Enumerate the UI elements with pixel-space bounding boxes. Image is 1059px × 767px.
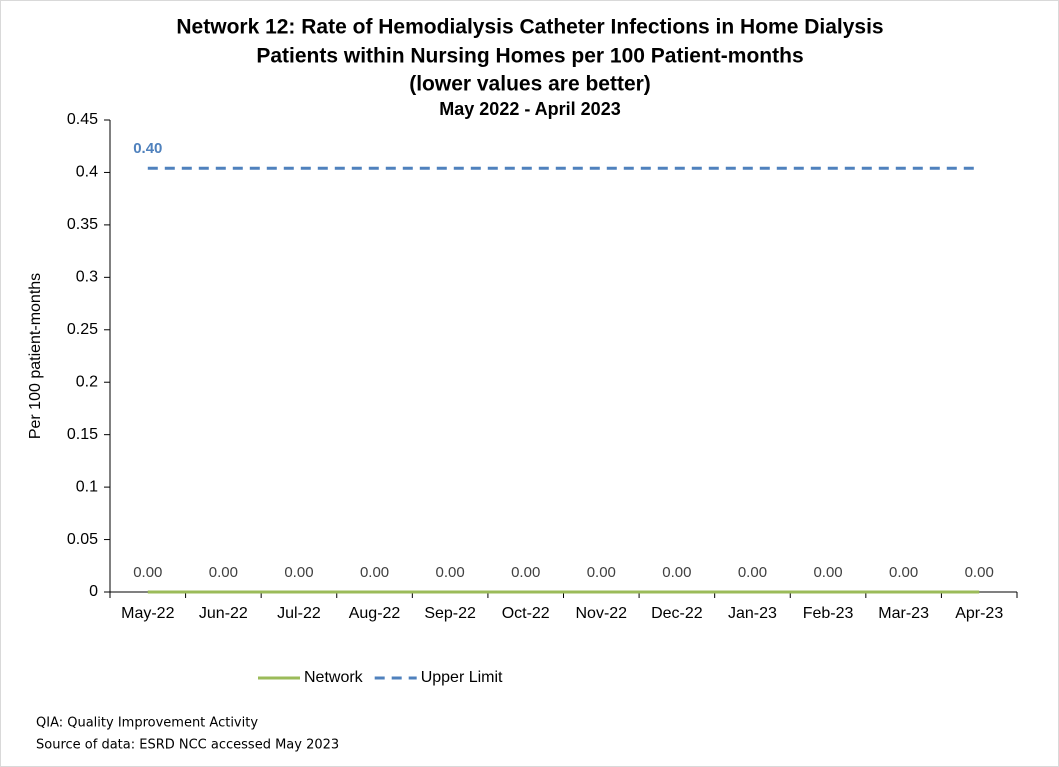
data-label: 0.00 <box>133 564 162 581</box>
x-tick-label: Jun-22 <box>199 605 248 622</box>
y-tick-label: 0 <box>89 583 98 600</box>
data-label: 0.00 <box>511 564 540 581</box>
x-tick-label: Jan-23 <box>728 605 777 622</box>
y-tick-label: 0.25 <box>67 321 98 338</box>
chart-subtitle: May 2022 - April 2023 <box>439 99 620 119</box>
y-tick-label: 0.45 <box>67 111 98 128</box>
x-tick-label: Feb-23 <box>803 605 854 622</box>
chart-title: Patients within Nursing Homes per 100 Pa… <box>256 45 803 68</box>
x-tick-label: Nov-22 <box>576 605 628 622</box>
data-label: 0.00 <box>965 564 994 581</box>
x-tick-label: Apr-23 <box>955 605 1003 622</box>
y-tick-label: 0.05 <box>67 531 98 548</box>
data-label: 0.40 <box>133 140 162 157</box>
data-label: 0.00 <box>587 564 616 581</box>
data-label: 0.00 <box>360 564 389 581</box>
y-tick-label: 0.2 <box>76 373 98 390</box>
y-tick-label: 0.4 <box>76 164 98 181</box>
data-label: 0.00 <box>889 564 918 581</box>
legend-label: Upper Limit <box>421 669 503 686</box>
y-tick-label: 0.15 <box>67 426 98 443</box>
legend-label: Network <box>304 669 364 686</box>
chart-title: Network 12: Rate of Hemodialysis Cathete… <box>176 16 883 39</box>
data-label: 0.00 <box>209 564 238 581</box>
y-tick-label: 0.1 <box>76 478 98 495</box>
data-label: 0.00 <box>813 564 842 581</box>
chart-title: (lower values are better) <box>409 73 651 96</box>
footnote: QIA: Quality Improvement Activity <box>36 716 258 731</box>
x-tick-label: Sep-22 <box>424 605 476 622</box>
data-label: 0.00 <box>662 564 691 581</box>
footnote: Source of data: ESRD NCC accessed May 20… <box>36 738 339 753</box>
x-tick-label: May-22 <box>121 605 174 622</box>
x-tick-label: Dec-22 <box>651 605 703 622</box>
data-label: 0.00 <box>436 564 465 581</box>
x-tick-label: Aug-22 <box>349 605 401 622</box>
data-label: 0.00 <box>284 564 313 581</box>
data-label: 0.00 <box>738 564 767 581</box>
x-tick-label: Mar-23 <box>878 605 929 622</box>
x-tick-label: Oct-22 <box>502 605 550 622</box>
y-axis-label: Per 100 patient-months <box>27 273 44 439</box>
y-tick-label: 0.3 <box>76 269 98 286</box>
x-tick-label: Jul-22 <box>277 605 321 622</box>
y-tick-label: 0.35 <box>67 216 98 233</box>
